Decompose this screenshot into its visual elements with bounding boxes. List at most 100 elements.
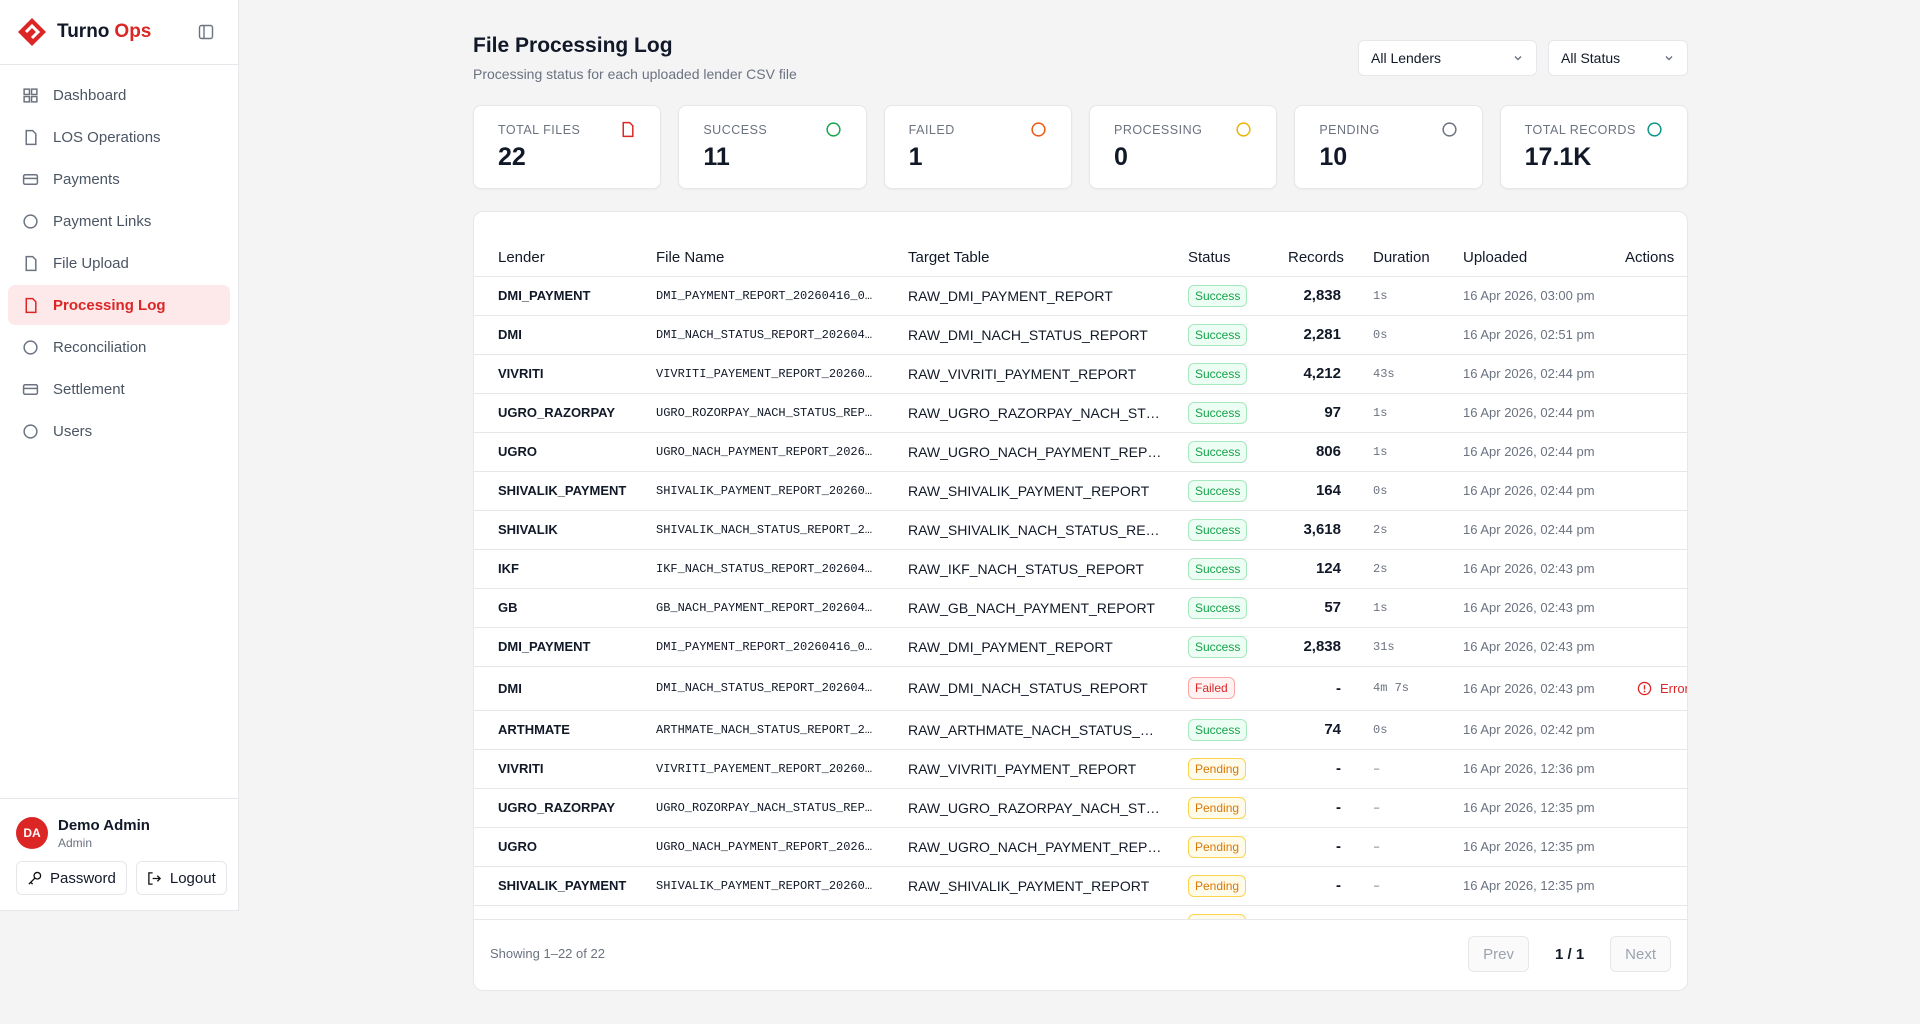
collapse-button[interactable] — [198, 24, 214, 40]
lender-cell: DMI — [474, 314, 655, 354]
duration-cell: – — [1359, 865, 1462, 905]
page-title: File Processing Log — [473, 34, 673, 57]
duration-cell: 4m 7s — [1359, 665, 1462, 710]
status-badge: Success — [1188, 362, 1248, 385]
file-cell: VIVRITI_PAYEMENT_REPORT_20260… — [655, 748, 907, 788]
nav-label: LOS Operations — [53, 128, 161, 146]
status-badge: Pending — [1188, 835, 1247, 858]
nav-item[interactable]: Payments — [8, 159, 230, 199]
uploaded-cell: 16 Apr 2026, 12:36 pm — [1462, 748, 1624, 788]
status-badge: Success — [1188, 284, 1248, 307]
actions-cell — [1624, 470, 1687, 510]
log-row: VIVRITI VIVRITI_PAYEMENT_REPORT_20260… RAW… — [474, 748, 1687, 788]
filter-select[interactable]: All Status — [1548, 40, 1688, 76]
stat-value: 10 — [1319, 143, 1348, 171]
logo — [18, 18, 46, 46]
records-cell: - — [1287, 665, 1359, 710]
lender-cell: UGRO — [474, 431, 655, 471]
target-cell: RAW_UGRO_RAZORPAY_NACH_ST… — [907, 392, 1187, 432]
actions-cell — [1624, 748, 1687, 788]
stat-card: SUCCESS 11 — [678, 105, 867, 189]
actions-cell — [1624, 587, 1687, 627]
uploaded-cell: 16 Apr 2026, 02:44 pm — [1462, 509, 1624, 549]
lender-cell: VIVRITI — [474, 353, 655, 393]
table-footer: Showing 1–22 of 22 Prev 1 / 1 Next — [474, 919, 1687, 990]
lender-cell: DMI_PAYMENT — [474, 275, 655, 315]
brand-accent: Ops — [114, 21, 152, 42]
records-cell: 2,838 — [1287, 626, 1359, 666]
lender-cell: UGRO_RAZORPAY — [474, 392, 655, 432]
next-button[interactable]: Next — [1610, 936, 1671, 972]
nav-item[interactable]: LOS Operations — [8, 117, 230, 157]
file-cell: DMI_NACH_STATUS_REPORT_202604… — [655, 314, 907, 354]
target-cell: RAW_GB_NACH_PAYMENT_REPORT — [907, 587, 1187, 627]
nav-label: Settlement — [53, 380, 125, 398]
stat-label: PROCESSING — [1113, 123, 1203, 137]
status-badge: Success — [1188, 596, 1248, 619]
prev-button[interactable]: Prev — [1468, 936, 1529, 972]
nav-label: Payments — [53, 170, 120, 188]
stat-value: 0 — [1113, 143, 1128, 171]
filter-select[interactable]: All Lenders — [1358, 40, 1537, 76]
nav-item[interactable]: Users — [8, 411, 230, 451]
actions-cell — [1624, 787, 1687, 827]
status-badge: Success — [1188, 718, 1248, 741]
column-header: Records — [1288, 248, 1344, 266]
lender-cell: UGRO — [474, 826, 655, 866]
log-table-card: Lender File Name Target Table Status Records… — [473, 211, 1688, 991]
target-cell: RAW_VIVRITI_PAYMENT_REPORT — [907, 748, 1187, 788]
duration-cell: 1s — [1359, 275, 1462, 315]
logout-button[interactable]: Logout — [135, 861, 227, 895]
target-cell: RAW_DMI_NACH_STATUS_REPORT — [907, 314, 1187, 354]
target-cell: RAW_SHIVALIK_PAYMENT_REPORT — [907, 470, 1187, 510]
lender-cell: DMI_PAYMENT — [474, 626, 655, 666]
lender-cell: SHIVALIK_PAYMENT — [474, 470, 655, 510]
log-row: SHIVALIK_PAYMENT SHIVALIK_PAYMENT_REPORT_… — [474, 470, 1687, 510]
status-badge: Success — [1188, 518, 1248, 541]
log-row: ARTHMATE ARTHMATE_NACH_STATUS_REPORT_2… RA… — [474, 709, 1687, 749]
uploaded-cell: 16 Apr 2026, 12:35 pm — [1462, 865, 1624, 905]
filters: All Lenders All Status — [1358, 40, 1688, 76]
nav-item[interactable]: Processing Log — [8, 285, 230, 325]
actions-cell — [1624, 314, 1687, 354]
error-button[interactable]: Error — [1625, 681, 1687, 696]
log-row: GB GB_NACH_PAYMENT_REPORT_202604… RAW_GB_N… — [474, 587, 1687, 627]
stat-value: 17.1K — [1524, 143, 1592, 171]
records-cell: 2,281 — [1287, 314, 1359, 354]
nav-item[interactable]: Reconciliation — [8, 327, 230, 367]
nav-item[interactable]: File Upload — [8, 243, 230, 283]
nav-item[interactable]: Payment Links — [8, 201, 230, 241]
page-subtitle: Processing status for each uploaded lend… — [473, 66, 797, 82]
uploaded-cell: 16 Apr 2026, 02:44 pm — [1462, 353, 1624, 393]
uploaded-cell: 16 Apr 2026, 02:43 pm — [1462, 587, 1624, 627]
actions-cell — [1624, 826, 1687, 866]
password-button[interactable]: Password — [16, 861, 127, 895]
log-row: SHIVALIK_PAYMENT SHIVALIK_PAYMENT_REPORT_… — [474, 865, 1687, 905]
records-cell: - — [1287, 787, 1359, 827]
records-cell: - — [1287, 748, 1359, 788]
file-cell: GB_NACH_PAYMENT_REPORT_202604… — [655, 587, 907, 627]
status-badge: Success — [1188, 323, 1248, 346]
column-header: Duration — [1373, 248, 1430, 266]
nav-item[interactable]: Settlement — [8, 369, 230, 409]
log-table: Lender File Name Target Table Status Records… — [474, 212, 1687, 919]
status-badge: Pending — [1188, 757, 1247, 780]
actions-cell — [1624, 392, 1687, 432]
records-cell: 806 — [1287, 431, 1359, 471]
file-cell: UGRO_NACH_PAYMENT_REPORT_2026… — [655, 431, 907, 471]
nav-item[interactable]: Dashboard — [8, 75, 230, 115]
password-label: Password — [50, 869, 116, 887]
duration-cell: – — [1359, 748, 1462, 788]
file-cell: SHIVALIK_PAYMENT_REPORT_20260… — [655, 470, 907, 510]
stat-icon — [1442, 122, 1457, 137]
lender-cell: UGRO_RAZORPAY — [474, 787, 655, 827]
cell: Success — [1187, 314, 1287, 354]
logout-label: Logout — [169, 869, 216, 887]
file-cell: VIVRITI_PAYEMENT_REPORT_20260… — [655, 353, 907, 393]
column-header: Lender — [498, 248, 545, 266]
actions-cell — [1624, 431, 1687, 471]
records-cell: 3,618 — [1287, 509, 1359, 549]
stat-card: TOTAL FILES 22 — [473, 105, 662, 189]
target-cell: RAW_IKF_NACH_STATUS_REPORT — [907, 548, 1187, 588]
